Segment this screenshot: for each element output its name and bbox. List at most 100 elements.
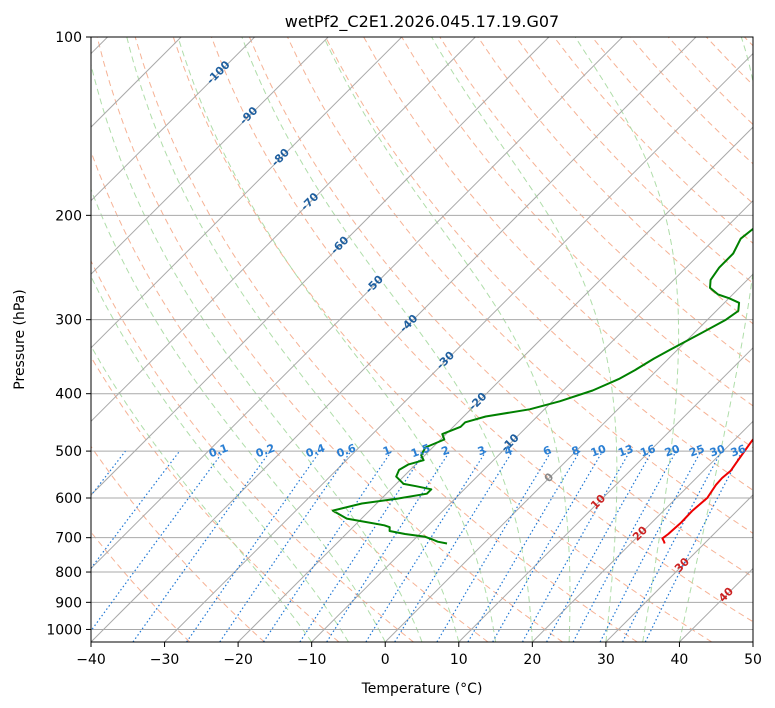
moist-adiabat xyxy=(241,37,533,642)
plot-frame xyxy=(90,36,754,643)
dry-adiabat xyxy=(91,356,340,642)
mixing-ratio-line xyxy=(436,450,553,642)
dry-adiabat xyxy=(210,37,753,623)
mixing-ratio-label: 3 xyxy=(476,443,488,458)
mixing-ratio-line xyxy=(91,450,224,632)
isotherm-label: -80 xyxy=(269,146,292,169)
isotherm-line xyxy=(679,567,753,642)
moist-adiabat xyxy=(177,37,497,642)
dry-adiabat xyxy=(705,37,753,86)
y-tick-label: 300 xyxy=(55,313,82,329)
mixing-ratio-line xyxy=(91,450,181,570)
x-tick-label: −10 xyxy=(297,652,327,668)
moist-adiabat xyxy=(91,188,386,642)
y-tick-label: 1000 xyxy=(46,622,82,638)
y-axis-label: Pressure (hPa) xyxy=(12,289,28,389)
dry-adiabat xyxy=(325,37,753,491)
isotherm-line xyxy=(91,37,550,496)
moist-adiabat xyxy=(574,37,680,642)
moist-adiabat xyxy=(91,62,423,642)
x-axis-label: Temperature (°C) xyxy=(361,681,483,697)
dewpoint-profile xyxy=(331,227,753,545)
dry-adiabat xyxy=(91,259,414,642)
mixing-ratio-label: 0.2 xyxy=(254,441,277,460)
dry-adiabat xyxy=(96,37,563,642)
y-tick-label: 400 xyxy=(55,387,82,403)
x-tick-label: 30 xyxy=(597,652,615,668)
mixing-ratio-label: 1 xyxy=(381,443,393,458)
dry-adiabat xyxy=(248,37,753,578)
dry-adiabat xyxy=(91,445,265,642)
isotherm-line xyxy=(91,37,623,570)
mixing-ratio-label: 10 xyxy=(589,442,608,460)
isotherm-label: -70 xyxy=(298,190,321,213)
mixing-ratio-label: 36 xyxy=(729,442,748,460)
x-tick-label: 0 xyxy=(381,652,390,668)
y-tick-label: 900 xyxy=(55,595,82,611)
moist-adiabat xyxy=(126,37,460,642)
isotherm-label: -60 xyxy=(328,233,351,256)
y-tick-label: 800 xyxy=(55,565,82,581)
isotherm-label: -50 xyxy=(363,273,386,296)
dry-adiabat xyxy=(744,37,753,47)
isotherm-line xyxy=(531,420,753,642)
y-tick-label: 700 xyxy=(55,531,82,547)
isotherm-line xyxy=(91,37,697,642)
dry-adiabat xyxy=(553,37,753,244)
mixing-ratio-label: 16 xyxy=(638,442,657,460)
mixing-ratio-label: 0.4 xyxy=(304,441,327,460)
mixing-ratio-label: 13 xyxy=(616,442,635,459)
y-tick-label: 100 xyxy=(55,30,82,46)
x-tick-label: 10 xyxy=(450,652,468,668)
y-tick-label: 600 xyxy=(55,491,82,507)
isotherm-line xyxy=(311,199,753,642)
y-tick-label: 500 xyxy=(55,444,82,460)
mixing-ratio-line xyxy=(394,450,514,642)
mixing-ratio-line xyxy=(546,450,653,642)
dry-adiabat xyxy=(287,37,753,534)
mixing-ratio-label: 8 xyxy=(570,443,582,458)
moist-adiabat xyxy=(323,37,571,642)
temperature-profile xyxy=(661,437,753,544)
x-tick-label: 40 xyxy=(671,652,689,668)
mixing-ratio-label: 2 xyxy=(440,443,452,458)
dry-adiabat xyxy=(91,531,191,642)
isotherm-line xyxy=(458,347,753,642)
dry-adiabat xyxy=(667,37,753,126)
chart-title: wetPf2_C2E1.2026.045.17.19.G07 xyxy=(285,12,559,32)
dry-adiabat xyxy=(134,37,638,642)
mixing-ratio-label: 6 xyxy=(541,443,553,458)
x-tick-label: 50 xyxy=(744,652,762,668)
isotherm-line xyxy=(91,37,329,275)
mixing-ratio-line xyxy=(599,450,702,642)
mixing-ratio-line xyxy=(132,450,271,642)
mixing-ratio-label: 0.1 xyxy=(207,441,230,460)
mixing-ratio-label: 4 xyxy=(502,443,514,458)
mixing-ratio-line xyxy=(262,450,392,642)
y-tick-label: 200 xyxy=(55,208,82,224)
x-tick-label: −40 xyxy=(76,652,106,668)
mixing-ratio-line xyxy=(186,450,321,642)
moist-adiabat xyxy=(431,37,618,642)
mixing-ratio-line xyxy=(219,450,352,642)
isotherm-line xyxy=(384,273,753,642)
isotherm-line xyxy=(752,641,753,642)
mixing-ratio-line xyxy=(644,450,743,642)
dry-adiabat xyxy=(515,37,753,284)
moist-adiabat xyxy=(678,37,753,642)
mixing-ratio-label: 20 xyxy=(663,442,682,460)
dry-adiabat xyxy=(91,150,489,642)
mixing-ratio-line xyxy=(326,450,451,642)
isotherm-line xyxy=(91,37,403,349)
x-tick-label: −20 xyxy=(223,652,253,668)
isotherm-line xyxy=(91,37,256,202)
isotherm-line xyxy=(91,37,476,423)
mixing-ratio-line xyxy=(467,450,581,642)
mixing-ratio-line xyxy=(365,450,487,642)
mixing-ratio-label: 0.6 xyxy=(335,441,358,460)
mixing-ratio-label: 25 xyxy=(687,442,706,459)
moist-adiabat xyxy=(91,275,349,642)
mixing-ratio-label: 30 xyxy=(708,442,727,460)
